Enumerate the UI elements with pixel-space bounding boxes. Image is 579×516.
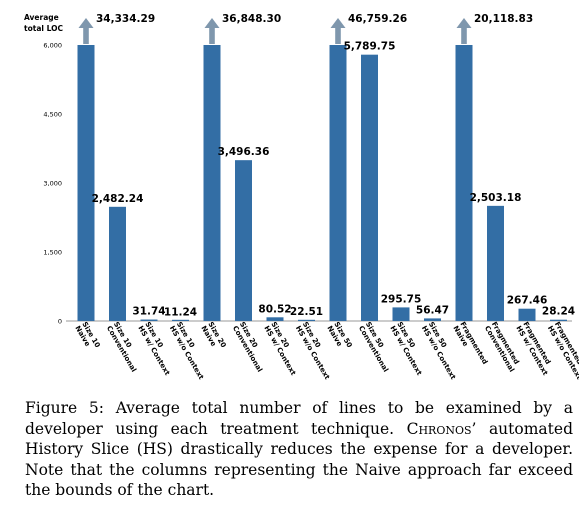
value-label: 11.24 (164, 306, 197, 318)
value-label: 46,759.26 (348, 13, 407, 25)
bar (518, 308, 536, 321)
overflow-arrow-icon (78, 18, 94, 44)
value-label: 3,496.36 (218, 146, 270, 158)
bar (361, 54, 378, 321)
overflow-arrow-icon (456, 18, 472, 44)
overflow-arrows (78, 18, 472, 44)
value-label: 22.51 (290, 306, 323, 318)
bar (172, 319, 189, 321)
value-label: 80.52 (258, 303, 291, 315)
value-label: 5,789.75 (344, 41, 396, 53)
caption-prefix: Figure 5: Average total number of lines … (25, 399, 573, 438)
bar (140, 319, 158, 321)
bar (266, 317, 284, 321)
bar (235, 160, 252, 321)
bar (298, 319, 315, 321)
bar (487, 205, 504, 321)
bars (77, 45, 567, 321)
y-axis-label-line-2: total LOC (24, 24, 63, 33)
bar (424, 318, 441, 321)
value-label: 267.46 (507, 295, 548, 307)
bar (392, 307, 410, 321)
bar (203, 45, 221, 321)
figure-caption: Figure 5: Average total number of lines … (25, 398, 573, 501)
y-tick-label: 3,000 (43, 180, 62, 188)
value-label: 28.24 (542, 306, 575, 318)
value-label: 295.75 (381, 293, 422, 305)
value-label: 56.47 (416, 304, 449, 316)
bar-chart: Average total LOC 01,5003,0004,5006,000 … (24, 13, 579, 382)
value-label: 20,118.83 (474, 13, 533, 25)
y-tick-label: 4,500 (43, 111, 62, 119)
y-axis-label: Average total LOC (24, 13, 63, 33)
overflow-arrow-icon (330, 18, 346, 44)
bar (77, 45, 95, 321)
value-label: 34,334.29 (96, 13, 155, 25)
y-tick-label: 6,000 (43, 42, 62, 50)
value-label: 36,848.30 (222, 13, 281, 25)
y-axis-ticks: 0 1,500 3,000 4,500 6,000 (43, 42, 62, 326)
bar (329, 45, 347, 321)
y-tick-label: 0 (58, 318, 62, 326)
bar (550, 319, 567, 321)
value-label: 31.74 (132, 306, 165, 318)
overflow-arrow-icon (204, 18, 220, 44)
bar (455, 45, 473, 321)
y-tick-label: 1,500 (43, 249, 62, 257)
value-label: 2,482.24 (92, 193, 144, 205)
value-label: 2,503.18 (470, 192, 522, 204)
caption-suffix: ’ automated History Slice (HS) drastical… (25, 419, 573, 500)
bar (109, 206, 126, 321)
y-axis-label-line-1: Average (24, 13, 59, 22)
caption-tool-name: Chronos (406, 419, 472, 438)
